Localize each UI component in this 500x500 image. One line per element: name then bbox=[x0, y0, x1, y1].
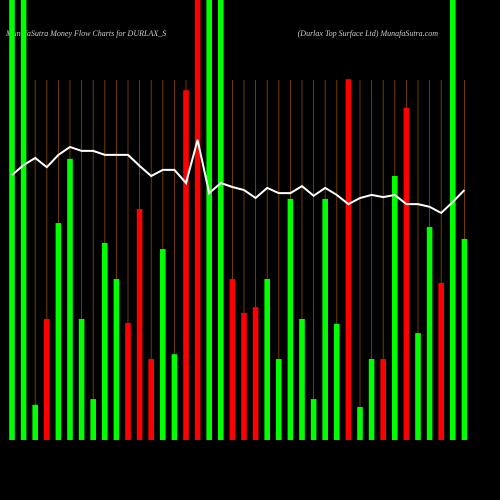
bar bbox=[334, 323, 340, 440]
bar bbox=[90, 399, 96, 440]
bar bbox=[345, 79, 352, 440]
bar bbox=[67, 158, 73, 440]
bar bbox=[450, 0, 456, 440]
bar bbox=[426, 227, 433, 440]
bar bbox=[287, 198, 294, 440]
bar bbox=[44, 319, 50, 440]
bar bbox=[415, 333, 421, 440]
bar bbox=[20, 0, 27, 440]
bar bbox=[148, 359, 154, 440]
bar bbox=[218, 0, 224, 440]
bar bbox=[322, 198, 328, 440]
bar bbox=[102, 242, 108, 440]
bar bbox=[403, 107, 410, 441]
bar bbox=[438, 282, 444, 440]
bar bbox=[183, 90, 189, 440]
bar bbox=[194, 0, 201, 440]
bar bbox=[310, 399, 317, 440]
bar bbox=[276, 359, 282, 440]
bar bbox=[368, 359, 375, 440]
bar bbox=[171, 354, 178, 440]
bar bbox=[113, 278, 120, 440]
bar bbox=[136, 209, 143, 440]
bar bbox=[125, 322, 131, 440]
bar bbox=[160, 249, 166, 440]
bar bbox=[206, 0, 212, 440]
bar bbox=[461, 238, 468, 440]
bar bbox=[9, 0, 15, 440]
bar bbox=[264, 278, 270, 440]
bar bbox=[241, 312, 247, 440]
bar bbox=[32, 404, 38, 440]
bar bbox=[357, 407, 363, 440]
bar bbox=[229, 278, 236, 440]
bar bbox=[299, 319, 305, 440]
bar bbox=[78, 319, 85, 440]
chart-subtitle: (Durlax Top Surface Ltd) MunafaSutra.com bbox=[298, 29, 439, 38]
bar bbox=[252, 307, 259, 440]
bar bbox=[380, 359, 386, 440]
bar bbox=[55, 223, 62, 440]
chart-title: MunafaSutra Money Flow Charts for DURLAX… bbox=[5, 29, 166, 38]
money-flow-line bbox=[11, 139, 466, 215]
bar bbox=[392, 176, 398, 440]
